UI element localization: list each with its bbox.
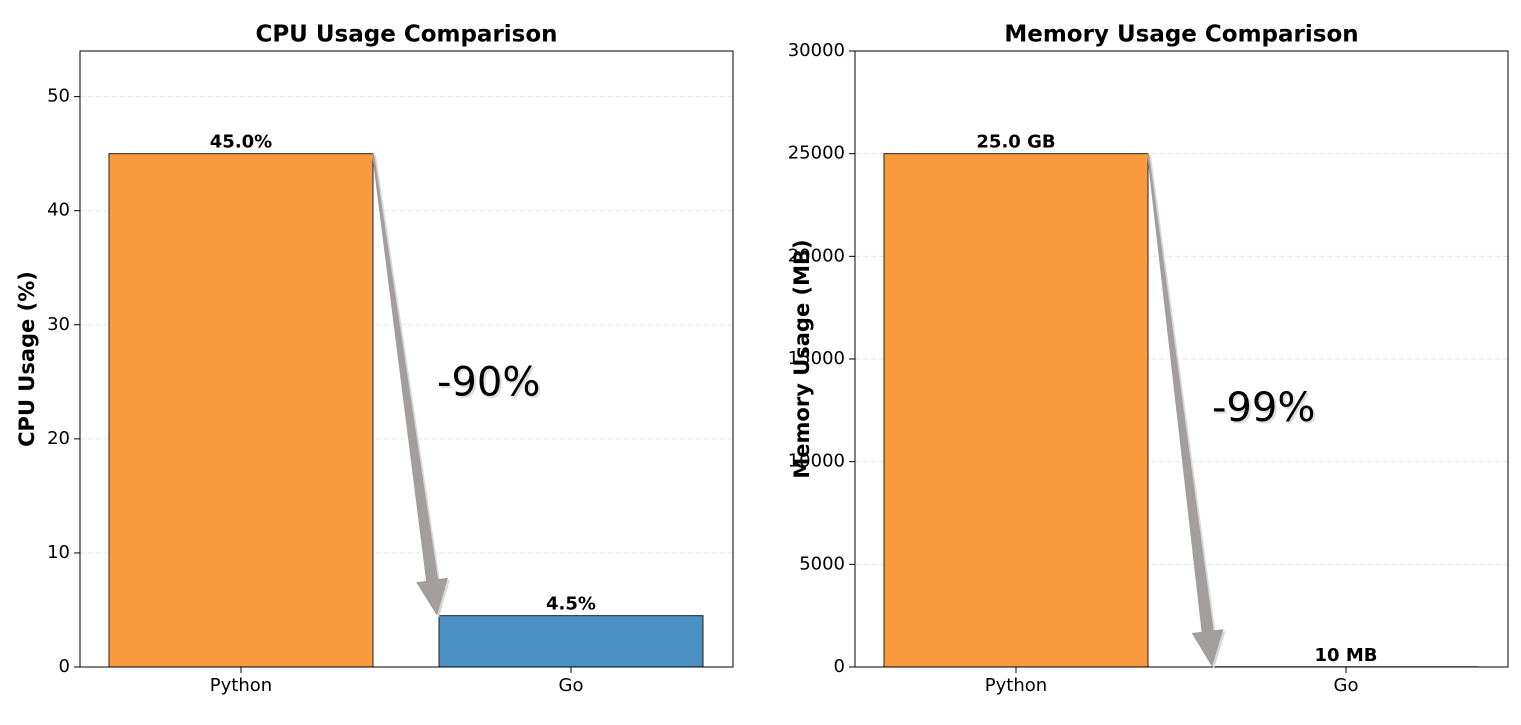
chart-title: Memory Usage Comparison <box>1004 22 1358 48</box>
y-tick-label: 25000 <box>788 143 845 164</box>
annotation: -90% <box>437 360 540 406</box>
value-label: 4.5% <box>546 594 596 615</box>
value-label: 25.0 GB <box>976 132 1055 153</box>
y-tick-label: 30 <box>47 314 70 335</box>
y-axis-label: Memory Usage (MB) <box>790 239 814 478</box>
plot-frame <box>854 50 1509 668</box>
arrow-shadow <box>374 155 450 618</box>
y-tick-label: 30000 <box>788 40 845 61</box>
bar <box>108 153 374 668</box>
y-tick-label: 15000 <box>788 348 845 369</box>
y-tick-label: 20 <box>47 428 70 449</box>
y-tick-label: 10000 <box>788 451 845 472</box>
x-tick-label: Go <box>1334 675 1359 696</box>
y-axis-label: CPU Usage (%) <box>15 271 39 447</box>
y-tick-label: 50 <box>47 86 70 107</box>
chart-title: CPU Usage Comparison <box>255 22 557 48</box>
y-tick-label: 10 <box>47 542 70 563</box>
x-tick-label: Go <box>559 675 584 696</box>
plot-frame <box>79 50 734 668</box>
arrow <box>1147 153 1224 667</box>
annotation-shadow: -90% <box>439 362 542 408</box>
y-tick-label: 40 <box>47 200 70 221</box>
y-tick-label: 0 <box>59 656 70 677</box>
annotation-shadow: -99% <box>1214 387 1317 433</box>
bar <box>883 153 1149 668</box>
value-label: 45.0% <box>210 132 272 153</box>
y-tick-label: 0 <box>834 656 845 677</box>
y-tick-label: 5000 <box>799 553 845 574</box>
annotation: -99% <box>1212 385 1315 431</box>
arrow-shadow <box>1149 155 1226 669</box>
arrow <box>372 153 448 616</box>
y-tick-label: 20000 <box>788 245 845 266</box>
bar <box>438 615 704 668</box>
x-tick-label: Python <box>985 675 1047 696</box>
x-tick-label: Python <box>210 675 272 696</box>
value-label: 10 MB <box>1315 645 1378 666</box>
